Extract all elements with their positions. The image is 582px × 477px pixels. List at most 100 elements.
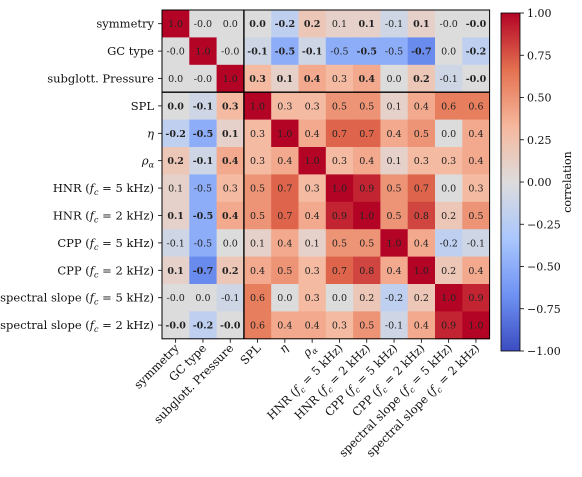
cell-value-label: 0.5: [277, 266, 292, 277]
heatmap-cell: [380, 119, 409, 148]
heatmap-cell: [380, 92, 409, 120]
heatmap-cell: [380, 10, 409, 38]
heatmap-cell: [216, 64, 245, 93]
cell-value-label: 0.0: [195, 293, 210, 304]
cell-value-label: 0.3: [305, 184, 320, 195]
heatmap-cell: [271, 37, 299, 66]
cell-value-label: 0.5: [386, 211, 401, 222]
heatmap-cell: [407, 284, 436, 312]
cell-value-label: 0.0: [386, 74, 401, 85]
row-label-cpp-fc-5-khz: CPP (fc = 5 kHz): [57, 236, 154, 252]
cell-value-label: -0.0: [466, 74, 487, 85]
heatmap-cell: [243, 284, 272, 312]
colorbar-tick-label: 1.00: [527, 7, 552, 20]
heatmap-cell: [189, 311, 217, 340]
heatmap-cell: [189, 284, 217, 312]
cell-value-label: -0.2: [439, 238, 457, 249]
heatmap-cell: [162, 10, 190, 38]
heatmap-cell: [189, 256, 217, 285]
heatmap-cell: [380, 256, 409, 285]
cell-value-label: 0.1: [332, 19, 347, 30]
cell-value-label: 0.5: [414, 129, 429, 140]
cell-value-label: 0.3: [332, 321, 347, 332]
cell-value-label: 0.4: [222, 211, 239, 222]
heatmap-border: [161, 9, 491, 340]
cell-value-label: -0.0: [194, 19, 212, 30]
heatmap-cell: [162, 64, 190, 93]
cell-value-label: 0.2: [304, 19, 321, 30]
cell-value-label: 0.7: [414, 184, 429, 195]
cell-value-label: 0.3: [250, 156, 265, 167]
heatmap-cell: [325, 119, 354, 148]
heatmap-cell: [462, 119, 490, 148]
heatmap-cell: [462, 256, 490, 285]
cell-value-label: 0.5: [359, 101, 374, 112]
cell-value-label: 0.5: [359, 238, 374, 249]
cell-value-label: 0.9: [332, 211, 347, 222]
heatmap-cell: [271, 256, 299, 285]
heatmap-cell: [353, 201, 381, 230]
cell-value-label: 0.4: [386, 129, 401, 140]
cell-value-label: -0.5: [357, 47, 377, 58]
heatmap-cell: [435, 201, 463, 230]
colorbar-tick-label: −1.00: [527, 345, 561, 358]
heatmap-cell: [162, 174, 190, 203]
cell-value-label: 0.5: [332, 101, 347, 112]
heatmap-cell: [271, 119, 299, 148]
cell-value-label: 0.2: [441, 211, 456, 222]
cell-value-label: 0.4: [468, 266, 483, 277]
cell-value-label: -0.0: [165, 321, 186, 332]
heatmap-cell: [162, 37, 190, 66]
heatmap-cell: [243, 256, 272, 285]
cell-value-label: -0.1: [439, 74, 457, 85]
colorbar-tick-label: −0.75: [527, 303, 561, 316]
heatmap-cell: [162, 147, 190, 175]
cell-value-label: -0.1: [467, 238, 485, 249]
row-label-symmetry: symmetry: [96, 17, 154, 31]
heatmap-cell: [216, 10, 245, 38]
cell-value-label: -0.5: [194, 184, 212, 195]
cell-value-label: 0.1: [386, 101, 401, 112]
cell-value-label: 1.0: [414, 266, 429, 277]
cell-value-label: 0.0: [223, 238, 238, 249]
cell-value-label: 0.4: [304, 74, 321, 85]
heatmap-cell: [325, 174, 354, 203]
heatmap-cell: [435, 92, 463, 120]
heatmap-cell: [353, 147, 381, 175]
cell-value-label: -0.2: [165, 129, 185, 140]
heatmap-cell: [298, 256, 327, 285]
cell-value-label: 0.1: [413, 19, 430, 30]
cell-value-label: 0.1: [305, 238, 320, 249]
heatmap-cell: [271, 311, 299, 340]
heatmap-cell: [216, 284, 245, 312]
cell-value-label: 0.1: [167, 266, 184, 277]
cell-value-label: 0.3: [468, 184, 483, 195]
heatmap-cell: [325, 229, 354, 257]
cell-value-label: 0.8: [414, 211, 429, 222]
cell-value-label: 0.8: [359, 266, 374, 277]
heatmap-cell: [271, 284, 299, 312]
cell-value-label: 1.0: [386, 238, 401, 249]
cell-value-label: -0.2: [193, 321, 213, 332]
colorbar-label: correlation: [561, 151, 574, 213]
cell-value-label: 0.5: [359, 321, 374, 332]
heatmap-cell: [325, 201, 354, 230]
cell-value-label: -0.5: [194, 238, 212, 249]
heatmap-cell: [462, 311, 490, 340]
cell-value-label: 0.3: [332, 156, 347, 167]
cell-value-label: 0.4: [386, 266, 401, 277]
cell-value-label: 0.4: [358, 74, 375, 85]
heatmap-cell: [271, 201, 299, 230]
heatmap-cell: [189, 229, 217, 257]
heatmap-cell: [325, 10, 354, 38]
heatmap-cell: [462, 201, 490, 230]
cell-value-label: -0.7: [193, 266, 213, 277]
cell-value-label: -0.2: [275, 19, 295, 30]
cell-value-label: -0.1: [193, 101, 213, 112]
heatmap-cell: [243, 37, 272, 66]
heatmap-cell: [325, 37, 354, 66]
cell-value-label: 0.5: [386, 184, 401, 195]
heatmap-cell: [216, 256, 245, 285]
row-label-spectral-slope-fc-2-khz: spectral slope (fc = 2 kHz): [0, 318, 154, 334]
cell-value-label: 0.9: [359, 184, 374, 195]
